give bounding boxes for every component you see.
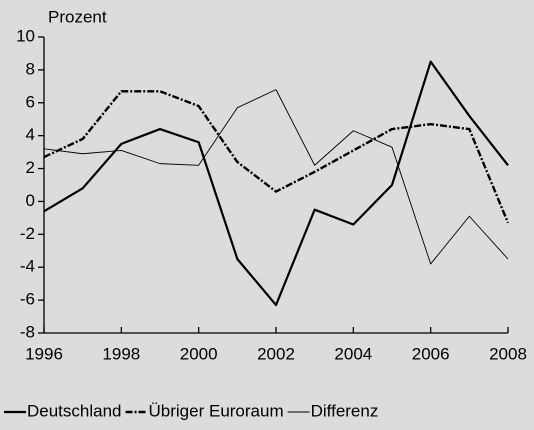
y-tick-label: 8 [26, 59, 35, 78]
y-tick-label: -4 [20, 257, 35, 276]
legend-label: Deutschland [27, 401, 122, 420]
y-tick-label: -2 [20, 224, 35, 243]
line-series [43, 60, 509, 307]
y-tick-label: -6 [20, 290, 35, 309]
line-series [43, 89, 509, 265]
x-tick-label: 2008 [489, 344, 527, 363]
x-tick-label: 2006 [412, 344, 450, 363]
x-tick-label: 1996 [25, 344, 63, 363]
x-tick-label: 2002 [257, 344, 295, 363]
y-tick-label: 10 [16, 26, 35, 45]
x-tick-label: 2000 [180, 344, 218, 363]
x-tick-label: 1998 [102, 344, 140, 363]
y-tick-label: -8 [20, 322, 35, 341]
line-series [43, 90, 510, 224]
y-tick-label: 2 [26, 158, 35, 177]
y-tick-label: 4 [26, 125, 35, 144]
y-tick-label: 6 [26, 92, 35, 111]
y-tick-label: 0 [26, 191, 35, 210]
legend-label: Differenz [311, 401, 379, 420]
y-axis-label: Prozent [48, 7, 107, 26]
legend-label: Übriger Euroraum [149, 401, 284, 420]
x-tick-label: 2004 [334, 344, 372, 363]
